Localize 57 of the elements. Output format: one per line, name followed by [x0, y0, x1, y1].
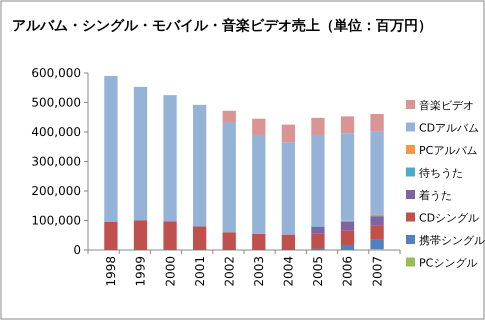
- legend-label: CDシングル: [419, 211, 480, 224]
- bar: [282, 142, 296, 235]
- x-tick-label: 2001: [192, 256, 207, 287]
- bar: [104, 76, 118, 222]
- legend-label: 音楽ビデオ: [419, 98, 474, 112]
- bar: [192, 104, 206, 226]
- x-tick-label: 2007: [370, 256, 384, 287]
- bar: [104, 222, 118, 250]
- bar: [311, 134, 325, 226]
- bar: [134, 220, 148, 250]
- y-tick-label: 200,000: [31, 184, 81, 198]
- x-tick-label: 2005: [311, 256, 326, 287]
- x-tick-label: 2002: [222, 256, 236, 287]
- legend-label: PCシングル: [419, 256, 478, 270]
- x-tick-label: 2003: [252, 256, 266, 287]
- legend-label: PCアルバム: [419, 144, 478, 157]
- bar: [311, 234, 325, 249]
- bar: [340, 133, 354, 221]
- bar: [370, 131, 384, 215]
- bar: [163, 221, 177, 250]
- bar: [370, 216, 384, 226]
- y-tick-label: 500,000: [31, 96, 81, 110]
- bar: [370, 114, 384, 132]
- bar: [340, 230, 354, 245]
- legend-label: 着うた: [419, 188, 452, 202]
- bar: [222, 122, 236, 232]
- bar: [311, 118, 325, 135]
- bar: [370, 239, 384, 250]
- legend-label: CDアルバム: [419, 121, 480, 134]
- y-tick-label: 600,000: [31, 66, 81, 80]
- bar: [252, 118, 266, 135]
- legend-label: 携帯シングル: [419, 234, 485, 247]
- bar: [340, 244, 354, 250]
- bar: [282, 124, 296, 142]
- legend-label: 待ちうた: [419, 166, 463, 180]
- bar: [340, 222, 354, 230]
- x-tick-label: 2006: [340, 256, 355, 287]
- bar: [134, 86, 148, 220]
- x-tick-label: 2004: [282, 256, 296, 287]
- bar: [370, 225, 384, 240]
- bar: [163, 95, 177, 222]
- bar: [192, 226, 206, 250]
- x-tick-label: 1999: [134, 256, 148, 287]
- bar: [282, 234, 296, 250]
- y-tick-label: 0: [73, 243, 81, 258]
- bar: [252, 134, 266, 234]
- bar: [222, 232, 236, 250]
- y-tick-label: 300,000: [31, 154, 81, 169]
- bar: [311, 226, 325, 234]
- x-tick-label: 1998: [104, 256, 118, 287]
- chart-title: アルバム・シングル・モバイル・音楽ビデオ売上（単位：百万円）: [12, 17, 432, 34]
- bar: [340, 116, 354, 134]
- y-tick-label: 400,000: [31, 125, 81, 140]
- bar: [222, 110, 236, 123]
- bar: [252, 234, 266, 250]
- y-tick-label: 100,000: [31, 214, 81, 228]
- x-tick-label: 2000: [163, 256, 178, 287]
